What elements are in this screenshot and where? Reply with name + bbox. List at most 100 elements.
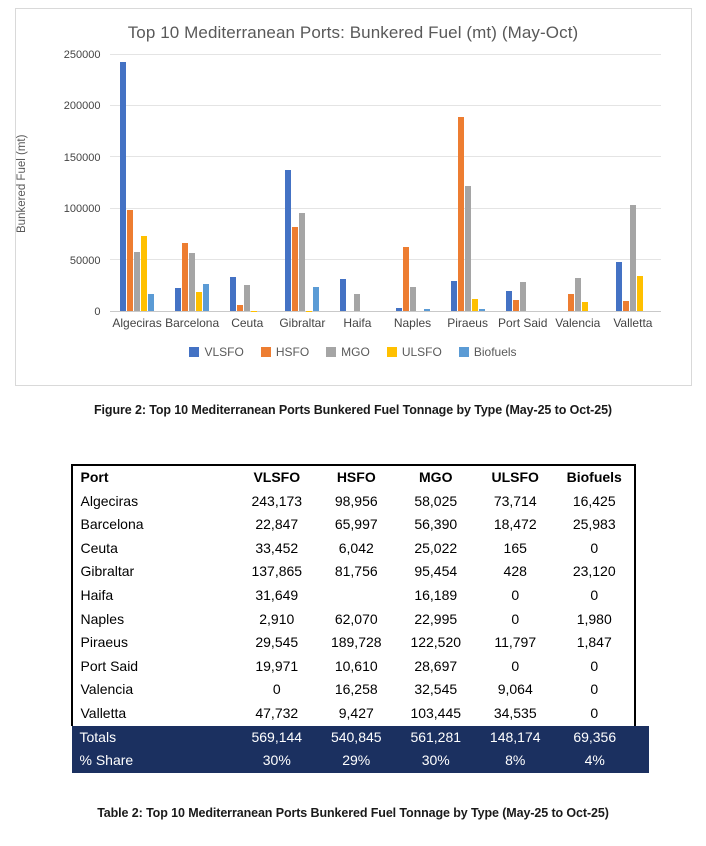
cell-algeciras-hsfo: 98,956: [317, 490, 396, 514]
bar-group-valletta: [605, 55, 660, 311]
bar-mgo-naples: [410, 287, 416, 311]
bar-mgo-valencia: [575, 278, 581, 311]
cell-gibraltar-port: Gibraltar: [72, 560, 238, 584]
legend-item-vlsfo: VLSFO: [189, 345, 243, 359]
x-axis-label-barcelona: Barcelona: [165, 316, 220, 330]
bar-vlsfo-piraeus: [451, 281, 457, 311]
x-axis-label-ceuta: Ceuta: [220, 316, 275, 330]
legend-item-mgo: MGO: [326, 345, 370, 359]
x-axis-label-algeciras: Algeciras: [110, 316, 165, 330]
footer-cell--share-mgo: 30%: [396, 749, 475, 773]
cell-valencia-mgo: 32,545: [396, 678, 475, 702]
cell-port-said-hsfo: 10,610: [317, 655, 396, 679]
chart-title: Top 10 Mediterranean Ports: Bunkered Fue…: [16, 23, 691, 43]
bar-hsfo-gibraltar: [292, 227, 298, 311]
y-tick-label-250000: 250000: [64, 49, 101, 61]
bar-ulsfo-valencia: [582, 302, 588, 311]
legend-item-hsfo: HSFO: [261, 345, 309, 359]
bar-group-gibraltar: [275, 55, 330, 311]
cell-piraeus-vlsfo: 29,545: [237, 631, 316, 655]
cell-piraeus-mgo: 122,520: [396, 631, 475, 655]
cell-piraeus-hsfo: 189,728: [317, 631, 396, 655]
legend-item-biofuels: Biofuels: [459, 345, 517, 359]
cell-gibraltar-biofuels: 23,120: [555, 560, 635, 584]
cell-haifa-biofuels: 0: [555, 584, 635, 608]
x-axis-label-gibraltar: Gibraltar: [275, 316, 330, 330]
footer-cell--share-port: % Share: [72, 749, 238, 773]
cell-port-said-mgo: 28,697: [396, 655, 475, 679]
bar-mgo-barcelona: [189, 253, 195, 311]
bar-group-naples: [385, 55, 440, 311]
table-col-header-mgo: MGO: [396, 465, 475, 490]
cell-haifa-hsfo: [317, 584, 396, 608]
bar-hsfo-algeciras: [127, 210, 133, 311]
x-axis-label-port-said: Port Said: [495, 316, 550, 330]
cell-valencia-biofuels: 0: [555, 678, 635, 702]
x-axis-label-valencia: Valencia: [550, 316, 605, 330]
cell-valletta-ulsfo: 34,535: [475, 702, 554, 726]
footer-cell-totals-port: Totals: [72, 726, 238, 750]
footer-cell-totals-biofuels: 69,356: [555, 726, 635, 750]
bar-ulsfo-piraeus: [472, 299, 478, 311]
cell-valletta-port: Valletta: [72, 702, 238, 726]
table-col-header-ulsfo: ULSFO: [475, 465, 554, 490]
bar-vlsfo-barcelona: [175, 288, 181, 311]
bar-biofuels-algeciras: [148, 294, 154, 311]
cell-barcelona-biofuels: 25,983: [555, 513, 635, 537]
legend-label-ulsfo: ULSFO: [402, 345, 442, 359]
cell-ceuta-ulsfo: 165: [475, 537, 554, 561]
legend-label-mgo: MGO: [341, 345, 370, 359]
cell-algeciras-biofuels: 16,425: [555, 490, 635, 514]
cell-ceuta-hsfo: 6,042: [317, 537, 396, 561]
cell-algeciras-port: Algeciras: [72, 490, 238, 514]
cell-barcelona-ulsfo: 18,472: [475, 513, 554, 537]
cell-algeciras-ulsfo: 73,714: [475, 490, 554, 514]
bar-ulsfo-barcelona: [196, 292, 202, 311]
cell-port-said-vlsfo: 19,971: [237, 655, 316, 679]
cell-valencia-hsfo: 16,258: [317, 678, 396, 702]
footer-cell--share-vlsfo: 30%: [237, 749, 316, 773]
bar-vlsfo-algeciras: [120, 62, 126, 311]
cell-gibraltar-vlsfo: 137,865: [237, 560, 316, 584]
legend-swatch-hsfo: [261, 347, 271, 357]
bar-group-algeciras: [110, 55, 165, 311]
cell-valencia-vlsfo: 0: [237, 678, 316, 702]
legend-swatch-vlsfo: [189, 347, 199, 357]
bar-mgo-ceuta: [244, 285, 250, 311]
bar-mgo-port-said: [520, 282, 526, 311]
cell-barcelona-hsfo: 65,997: [317, 513, 396, 537]
bar-hsfo-port-said: [513, 300, 519, 311]
bar-vlsfo-ceuta: [230, 277, 236, 311]
bar-hsfo-piraeus: [458, 117, 464, 311]
bar-hsfo-valencia: [568, 294, 574, 311]
cell-haifa-ulsfo: 0: [475, 584, 554, 608]
legend-label-hsfo: HSFO: [276, 345, 309, 359]
bar-group-port-said: [495, 55, 550, 311]
cell-ceuta-biofuels: 0: [555, 537, 635, 561]
cell-piraeus-ulsfo: 11,797: [475, 631, 554, 655]
cell-barcelona-vlsfo: 22,847: [237, 513, 316, 537]
footer-cell-totals-mgo: 561,281: [396, 726, 475, 750]
bar-biofuels-gibraltar: [313, 287, 319, 311]
bar-group-haifa: [330, 55, 385, 311]
bar-biofuels-barcelona: [203, 284, 209, 311]
cell-naples-vlsfo: 2,910: [237, 608, 316, 632]
figure-caption: Figure 2: Top 10 Mediterranean Ports Bun…: [0, 403, 706, 417]
cell-port-said-port: Port Said: [72, 655, 238, 679]
legend-swatch-ulsfo: [387, 347, 397, 357]
bar-hsfo-barcelona: [182, 243, 188, 311]
cell-valencia-ulsfo: 9,064: [475, 678, 554, 702]
